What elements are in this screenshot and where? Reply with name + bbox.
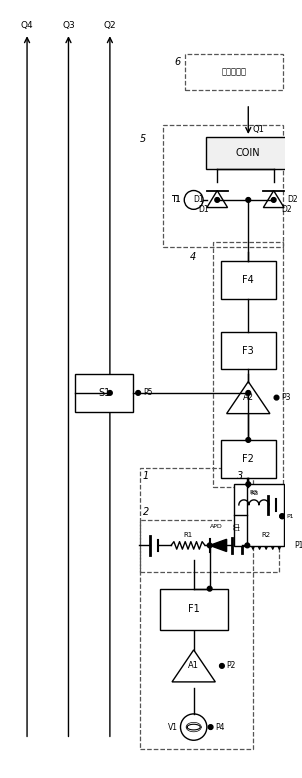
Text: 2: 2 <box>143 507 149 517</box>
Text: T1: T1 <box>172 195 182 205</box>
Text: P3: P3 <box>281 393 291 402</box>
Text: D1: D1 <box>193 195 204 205</box>
Circle shape <box>287 543 292 548</box>
Text: T1: T1 <box>172 195 182 205</box>
Circle shape <box>215 198 220 202</box>
Text: P5: P5 <box>143 388 152 398</box>
Bar <box>75 374 133 412</box>
Bar <box>140 520 279 572</box>
Circle shape <box>108 391 112 395</box>
Text: D2: D2 <box>287 195 297 205</box>
Circle shape <box>136 391 140 395</box>
Text: D1: D1 <box>199 205 209 214</box>
Circle shape <box>246 482 251 486</box>
Bar <box>214 242 283 487</box>
Text: F4: F4 <box>243 275 254 285</box>
Text: R3: R3 <box>250 490 258 495</box>
Circle shape <box>207 543 212 548</box>
Bar <box>140 468 253 748</box>
Bar <box>221 261 275 299</box>
Circle shape <box>246 437 251 443</box>
Circle shape <box>208 725 213 730</box>
Text: APD: APD <box>210 524 223 529</box>
Bar <box>234 484 284 546</box>
Text: 1: 1 <box>143 471 149 481</box>
Bar <box>221 331 275 370</box>
Bar <box>160 589 228 630</box>
Bar <box>162 124 283 247</box>
Text: COIN: COIN <box>236 148 261 158</box>
Text: Q2: Q2 <box>104 20 116 30</box>
Text: F2: F2 <box>242 454 254 464</box>
Text: A1: A1 <box>188 661 199 671</box>
Bar <box>221 440 275 478</box>
Circle shape <box>280 513 284 519</box>
Text: F1: F1 <box>188 605 200 615</box>
Circle shape <box>220 664 224 668</box>
Circle shape <box>271 198 276 202</box>
Text: R2: R2 <box>262 532 271 538</box>
Polygon shape <box>263 191 284 208</box>
Circle shape <box>280 513 284 519</box>
Text: Q1: Q1 <box>253 125 265 134</box>
Bar <box>206 137 291 169</box>
Polygon shape <box>226 381 270 414</box>
Text: F3: F3 <box>243 345 254 356</box>
Polygon shape <box>207 191 228 208</box>
Text: A2: A2 <box>243 393 254 402</box>
Text: R3: R3 <box>251 490 259 496</box>
Circle shape <box>207 587 212 591</box>
Text: C1: C1 <box>233 527 241 532</box>
Text: 5: 5 <box>140 134 146 144</box>
Text: V1: V1 <box>168 723 178 731</box>
Text: S1: S1 <box>98 388 110 398</box>
Text: P1: P1 <box>294 541 302 550</box>
Circle shape <box>184 191 203 209</box>
Text: P4: P4 <box>215 723 225 731</box>
Bar <box>185 54 283 89</box>
Polygon shape <box>210 539 226 552</box>
Circle shape <box>246 198 251 202</box>
Circle shape <box>181 714 207 740</box>
Text: R1: R1 <box>183 532 193 538</box>
Text: C1: C1 <box>233 524 241 529</box>
Text: 6: 6 <box>174 57 181 67</box>
Circle shape <box>274 395 279 400</box>
Text: Q4: Q4 <box>21 20 33 30</box>
Text: 4: 4 <box>190 252 197 261</box>
Polygon shape <box>172 650 215 682</box>
Circle shape <box>246 391 251 395</box>
Text: 3: 3 <box>237 471 243 482</box>
Text: 计数器模块: 计数器模块 <box>222 68 247 76</box>
Text: P2: P2 <box>226 661 236 671</box>
Text: P1: P1 <box>287 513 294 519</box>
Text: D2: D2 <box>281 205 292 214</box>
Text: Q3: Q3 <box>62 20 75 30</box>
Circle shape <box>245 543 250 548</box>
